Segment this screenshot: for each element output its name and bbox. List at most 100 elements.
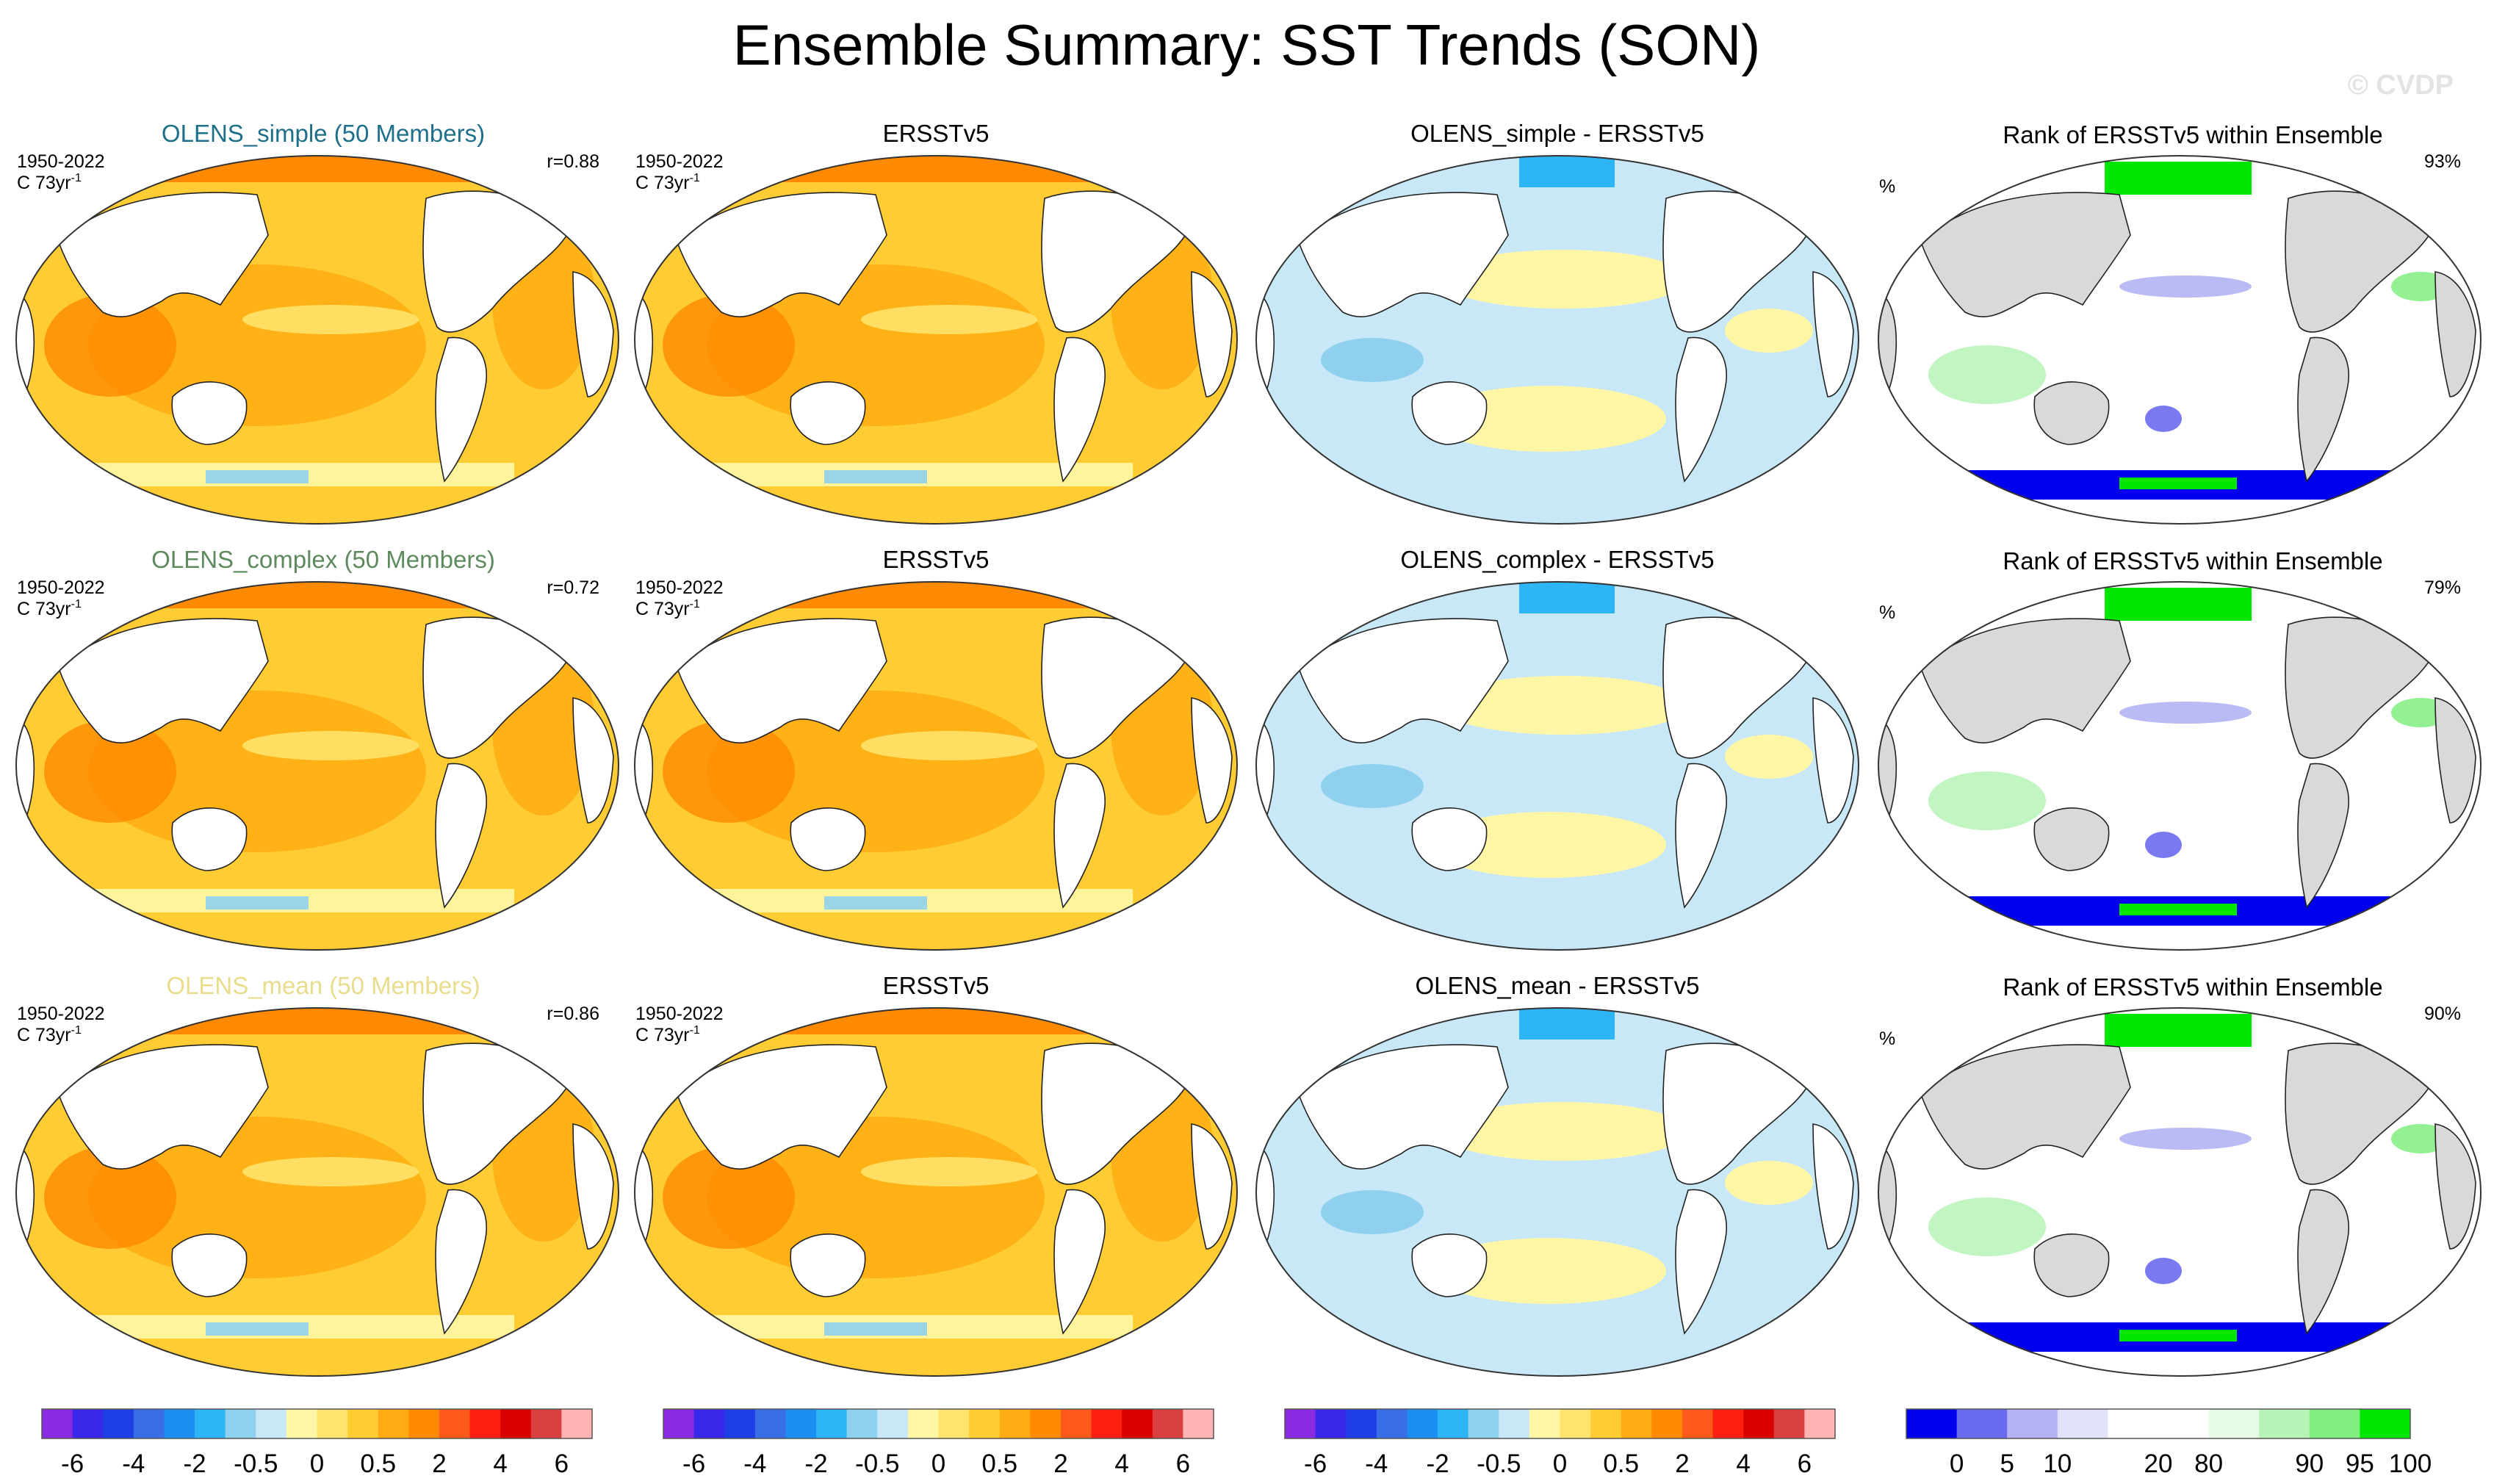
positive-anomaly bbox=[1431, 386, 1666, 452]
colorbar-tick-label: -0.5 bbox=[855, 1449, 899, 1478]
rank-high-patch bbox=[1928, 771, 2046, 830]
weak-trend-band bbox=[242, 731, 419, 760]
warm-anomaly bbox=[44, 720, 176, 823]
continent-4 bbox=[435, 336, 487, 483]
positive-anomaly bbox=[1431, 1238, 1666, 1304]
obs-title: ERSSTv5 bbox=[883, 972, 990, 999]
colorbar-swatch bbox=[907, 1409, 939, 1438]
colorbar-swatch bbox=[1183, 1409, 1214, 1438]
arctic-band bbox=[16, 1008, 619, 1034]
units-superscript: -1 bbox=[71, 1024, 82, 1037]
arctic-band bbox=[635, 582, 1237, 608]
colorbar-swatch bbox=[1712, 1409, 1744, 1438]
units-label: C 73yr-1 bbox=[17, 172, 82, 193]
warm-anomaly bbox=[663, 720, 795, 823]
rank-unit: % bbox=[1879, 176, 1895, 197]
continent-4 bbox=[435, 763, 487, 909]
period-label: 1950-2022 bbox=[17, 151, 105, 172]
colorbar-swatch bbox=[42, 1409, 73, 1438]
colorbar-swatch bbox=[2360, 1409, 2411, 1438]
colorbar-swatch bbox=[133, 1409, 165, 1438]
map-border bbox=[1878, 581, 2482, 951]
colorbar-swatch bbox=[2309, 1409, 2360, 1438]
colorbar-swatch bbox=[2108, 1409, 2159, 1438]
rank-map-field bbox=[1878, 582, 2481, 950]
diff-map-field bbox=[1256, 582, 1859, 950]
rank-high-patch bbox=[2119, 904, 2237, 915]
continent-4 bbox=[2297, 1189, 2349, 1335]
continent-2 bbox=[2033, 807, 2110, 871]
diff-map-2 bbox=[1255, 581, 1859, 951]
units-superscript: -1 bbox=[690, 598, 700, 610]
map-border bbox=[15, 1007, 619, 1377]
rank-high-patch bbox=[2119, 478, 2237, 489]
colorbar-tick-label: 2 bbox=[1675, 1449, 1689, 1478]
period-label: 1950-2022 bbox=[17, 1004, 105, 1024]
colorbar-tick-label: 80 bbox=[2194, 1449, 2223, 1478]
colorbar-swatch bbox=[1743, 1409, 1775, 1438]
continent-1 bbox=[1298, 1044, 1509, 1170]
obs-map-2 bbox=[634, 581, 1238, 951]
colorbar-tick-label: -2 bbox=[183, 1449, 206, 1478]
trend-map-field bbox=[16, 1008, 619, 1376]
warm-anomaly bbox=[707, 1117, 1045, 1278]
obs-map-1 bbox=[634, 155, 1238, 525]
colorbar-tick-label: -2 bbox=[1426, 1449, 1449, 1478]
rank-map-field bbox=[1878, 156, 2481, 524]
colorbar-tick-label: -6 bbox=[61, 1449, 84, 1478]
continent-1 bbox=[1298, 618, 1509, 744]
units-superscript: -1 bbox=[690, 172, 700, 184]
rank-title: Rank of ERSSTv5 within Ensemble bbox=[2003, 121, 2382, 148]
obs-map-3 bbox=[634, 1007, 1238, 1377]
warm-anomaly bbox=[707, 691, 1045, 852]
continent-4 bbox=[1675, 763, 1727, 909]
colorbar-tick-label: -4 bbox=[1365, 1449, 1388, 1478]
negative-anomaly bbox=[1321, 338, 1424, 382]
colorbar-swatch bbox=[256, 1409, 287, 1438]
warm-anomaly bbox=[88, 264, 426, 426]
colorbar-swatch bbox=[469, 1409, 501, 1438]
colorbar-swatch bbox=[164, 1409, 195, 1438]
colorbar-swatch bbox=[754, 1409, 786, 1438]
weak-trend-band bbox=[242, 305, 419, 334]
colorbar-swatch bbox=[561, 1409, 593, 1438]
obs-title: ERSSTv5 bbox=[883, 546, 990, 573]
warm-anomaly bbox=[663, 1146, 795, 1249]
warm-anomaly bbox=[663, 294, 795, 397]
colorbar-tick-label: 90 bbox=[2295, 1449, 2324, 1478]
colorbar-tick-label: 0.5 bbox=[1603, 1449, 1639, 1478]
arctic-cooling bbox=[1519, 582, 1615, 613]
continent-2 bbox=[790, 1233, 866, 1297]
trend-colorbar-2: -6 -4 -2 -0.5 0 0.5 2 4 6 bbox=[663, 1408, 1214, 1478]
continent-1 bbox=[58, 192, 269, 318]
weak-trend-band bbox=[861, 731, 1037, 760]
colorbar-tick-label: 4 bbox=[493, 1449, 507, 1478]
weak-trend-band bbox=[861, 1157, 1037, 1186]
colorbar-swatch bbox=[1682, 1409, 1714, 1438]
negative-anomaly bbox=[1321, 1190, 1424, 1234]
arctic-band bbox=[16, 156, 619, 182]
colorbar-swatch bbox=[1091, 1409, 1122, 1438]
continent-2 bbox=[790, 807, 866, 871]
positive-anomaly bbox=[1431, 812, 1666, 878]
colorbar-tick-label: 95 bbox=[2346, 1449, 2374, 1478]
colorbar-swatch bbox=[1773, 1409, 1805, 1438]
map-border bbox=[634, 1007, 1238, 1377]
colorbar-swatch bbox=[1438, 1409, 1469, 1438]
difference-title: OLENS_mean - ERSSTv5 bbox=[1416, 972, 1700, 999]
colorbar-swatch bbox=[408, 1409, 440, 1438]
continent-1 bbox=[58, 1044, 269, 1170]
rank-map-field bbox=[1878, 1008, 2481, 1376]
colorbar-swatch bbox=[2057, 1409, 2108, 1438]
units-superscript: -1 bbox=[71, 172, 82, 184]
obs-map-field bbox=[635, 156, 1237, 524]
colorbar-swatch bbox=[693, 1409, 725, 1438]
colorbar-swatch bbox=[225, 1409, 256, 1438]
continent-4 bbox=[2297, 336, 2349, 483]
continent-2 bbox=[1411, 1233, 1488, 1297]
colorbar-swatch bbox=[969, 1409, 1001, 1438]
negative-anomaly bbox=[1321, 764, 1424, 808]
rank-map-2 bbox=[1878, 581, 2482, 951]
continent-4 bbox=[435, 1189, 487, 1335]
colorbar-swatch bbox=[347, 1409, 379, 1438]
